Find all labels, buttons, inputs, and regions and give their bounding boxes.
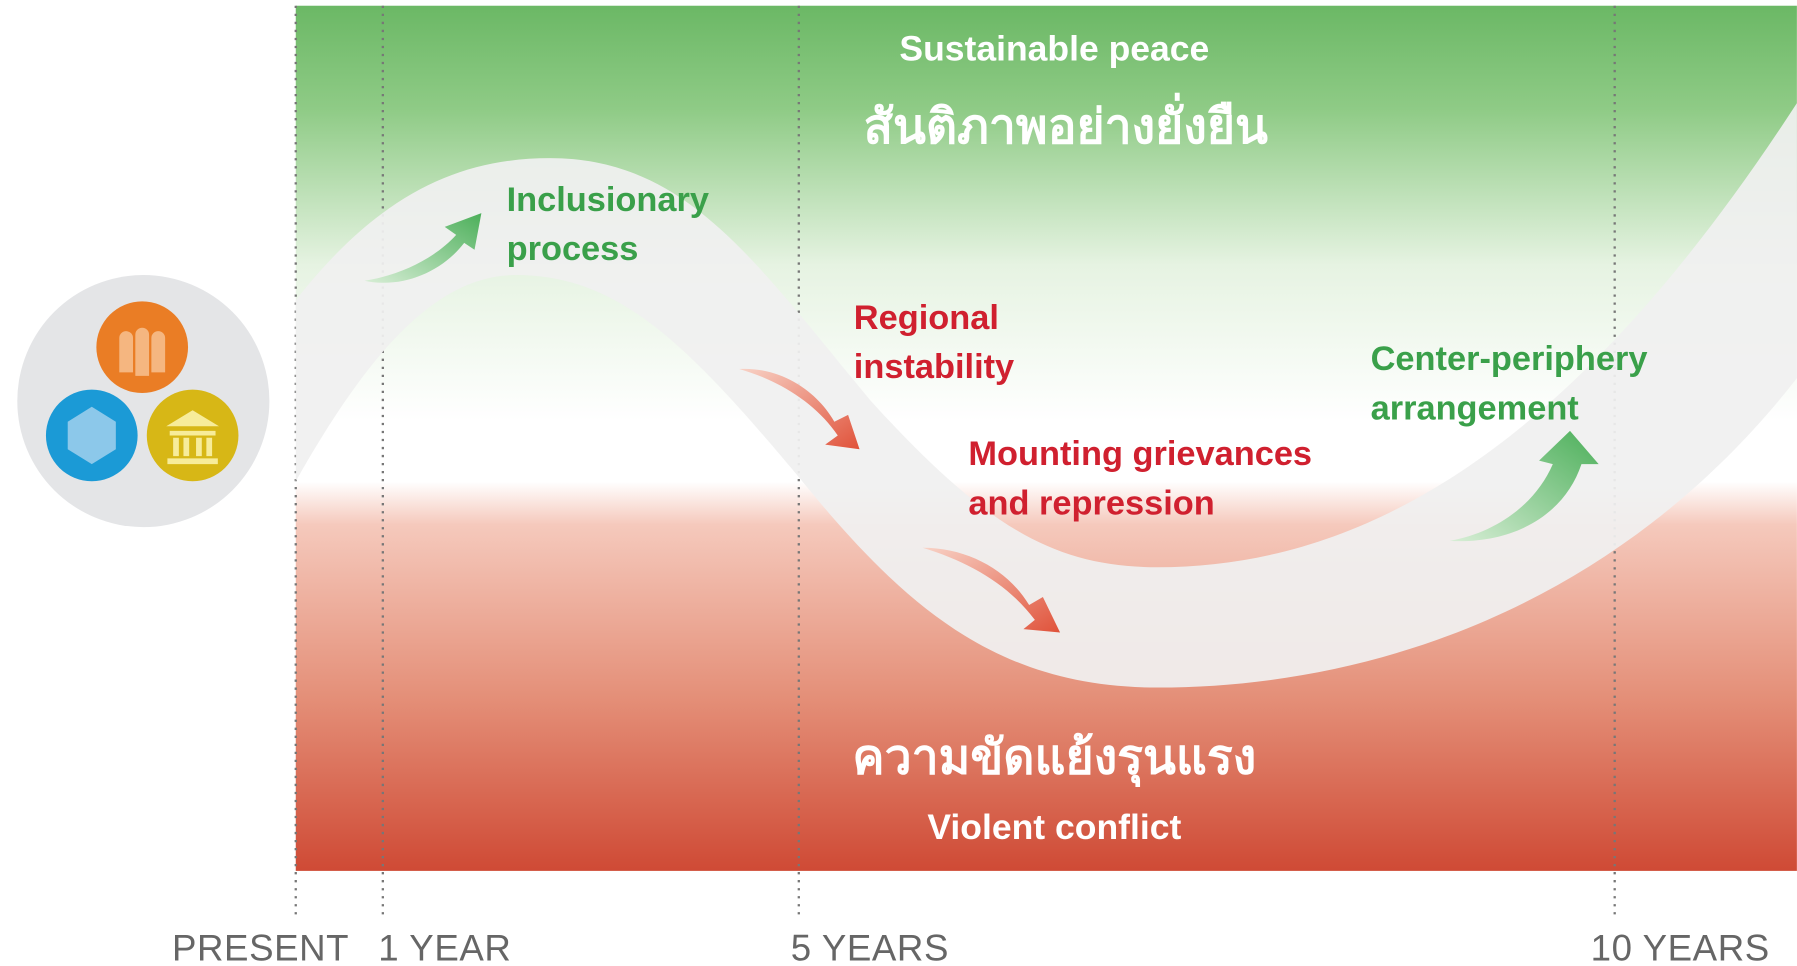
stage-label: Regional: [854, 299, 999, 337]
top-label: Sustainable peace: [899, 29, 1209, 69]
arrow-up: [364, 213, 482, 283]
icon-figures: [119, 327, 166, 376]
bottom-label-thai: ความขัดแย้งรุนแรง: [852, 729, 1256, 787]
icon-hex: [67, 406, 116, 465]
stage-label: Inclusionary: [507, 181, 709, 219]
time-label: 5 YEARS: [791, 927, 949, 966]
top-label-thai: สันติภาพอย่างยั่งยืน: [864, 92, 1268, 155]
trajectory-ribbon: [295, 103, 1797, 688]
stage-label: Center-periphery: [1371, 340, 1648, 378]
arrow-down: [922, 547, 1061, 633]
bottom-label: Violent conflict: [927, 807, 1181, 847]
stage-label: instability: [854, 348, 1014, 386]
arrow-down: [739, 368, 860, 450]
time-label: PRESENT: [172, 927, 349, 966]
stage-label: Mounting grievances: [968, 435, 1312, 473]
arrow-up: [1449, 430, 1599, 542]
time-label: 10 YEARS: [1591, 927, 1770, 966]
stage-label: arrangement: [1371, 389, 1580, 427]
icon-building: [166, 410, 219, 465]
stage-label: process: [507, 230, 639, 268]
actors-icon: [17, 275, 270, 528]
time-label: 1 YEAR: [378, 927, 511, 966]
stage-label: and repression: [968, 485, 1214, 523]
